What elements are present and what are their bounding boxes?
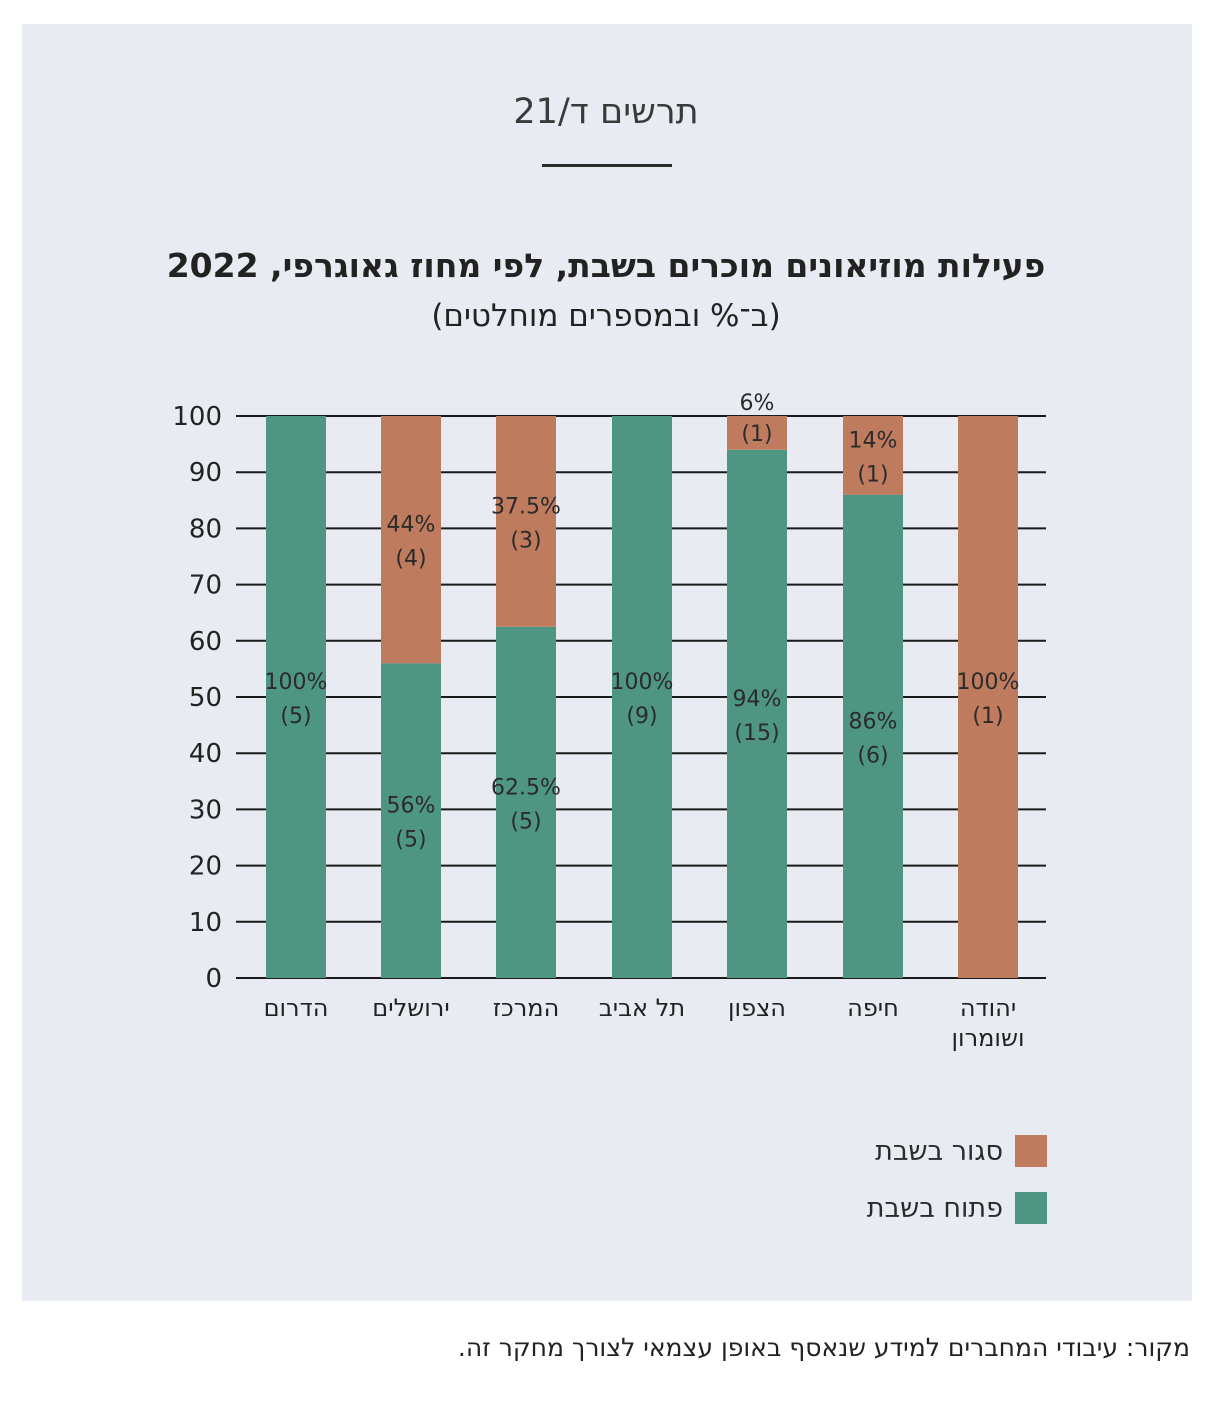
data-count-open: (6)	[857, 743, 888, 768]
data-label-open: 56%	[387, 794, 436, 819]
data-label-open: 94%	[733, 687, 782, 712]
data-label-closed: 100%	[957, 670, 1020, 695]
bar-open-5	[843, 494, 903, 978]
y-tick-label: 90	[189, 458, 222, 488]
data-label-closed: 44%	[387, 513, 436, 538]
y-tick-label: 10	[189, 908, 222, 938]
y-tick-label: 30	[189, 795, 222, 825]
y-tick-label: 100	[172, 402, 222, 432]
data-count-closed: (3)	[510, 528, 541, 553]
legend-label-closed: סגור בשבת	[875, 1135, 1003, 1167]
legend-swatch-open	[1015, 1192, 1047, 1224]
bar-closed-5	[843, 416, 903, 495]
chart-subtitle: (ב־% ובמספרים מוחלטים)	[431, 298, 781, 334]
title-divider	[542, 164, 672, 167]
data-count-open: (5)	[280, 704, 311, 729]
legend-label-open: פתוח בשבת	[866, 1192, 1003, 1224]
data-count-open: (5)	[510, 809, 541, 834]
y-tick-label: 60	[189, 627, 222, 657]
source-note: מקור: עיבודי המחברים למידע שנאסף באופן ע…	[457, 1333, 1190, 1362]
bar-open-1	[381, 663, 441, 978]
legend-item-closed: סגור בשבת	[875, 1135, 1047, 1167]
bar-open-0	[266, 416, 326, 978]
bar-closed-4	[727, 416, 787, 450]
x-tick-label: הצפון	[728, 994, 786, 1022]
bar-closed-2	[496, 416, 556, 627]
y-tick-label: 40	[189, 739, 222, 769]
data-count-closed: (1)	[741, 422, 772, 447]
data-labels: 100% (5) 56% (5) 44% (4) 62.5% (5) 37.5% (3) 100% (…	[265, 391, 1020, 853]
x-tick-label: המרכז	[493, 994, 560, 1022]
x-axis-ticks: הדרום ירושלים המרכז תל אביב הצפון חיפה יהודהוש…	[264, 994, 1025, 1052]
x-tick-label: יהודה	[960, 994, 1016, 1022]
x-tick-label: חיפה	[847, 994, 899, 1022]
y-tick-label: 20	[189, 852, 222, 882]
data-count-open: (9)	[626, 704, 657, 729]
x-tick-label: הדרום	[264, 994, 329, 1022]
bars	[266, 416, 1018, 979]
bar-open-4	[727, 449, 787, 979]
data-count-closed: (4)	[395, 547, 426, 572]
data-label-open: 100%	[611, 670, 674, 695]
data-count-closed: (1)	[972, 704, 1003, 729]
data-count-open: (5)	[395, 828, 426, 853]
legend-swatch-closed	[1015, 1135, 1047, 1167]
data-count-open: (15)	[734, 721, 779, 746]
x-tick-label: ירושלים	[372, 994, 449, 1022]
x-tick-label: ושומרון	[951, 1024, 1024, 1052]
x-tick-label: תל אביב	[599, 994, 685, 1022]
y-tick-label: 50	[189, 683, 222, 713]
figure-number: תרשים ד/21	[513, 92, 699, 132]
bar-open-3	[612, 416, 672, 978]
data-label-closed: 6%	[740, 391, 775, 416]
data-label-open: 100%	[265, 670, 328, 695]
chart-title: פעילות מוזיאונים מוכרים בשבת, לפי מחוז ג…	[166, 246, 1046, 285]
data-label-closed: 14%	[849, 428, 898, 453]
bar-closed-1	[381, 416, 441, 664]
bar-open-2	[496, 626, 556, 978]
y-tick-label: 80	[189, 514, 222, 544]
y-tick-label: 70	[189, 571, 222, 601]
y-tick-label: 0	[205, 964, 222, 994]
data-label-open: 62.5%	[491, 775, 561, 800]
legend-item-open: פתוח בשבת	[867, 1192, 1047, 1224]
data-count-closed: (1)	[857, 462, 888, 487]
data-label-closed: 37.5%	[491, 494, 561, 519]
bar-closed-6	[958, 416, 1018, 978]
y-axis-ticks: 0 10 20 30 40 50 60 70 80 90 100	[172, 402, 222, 994]
data-label-open: 86%	[849, 709, 898, 734]
